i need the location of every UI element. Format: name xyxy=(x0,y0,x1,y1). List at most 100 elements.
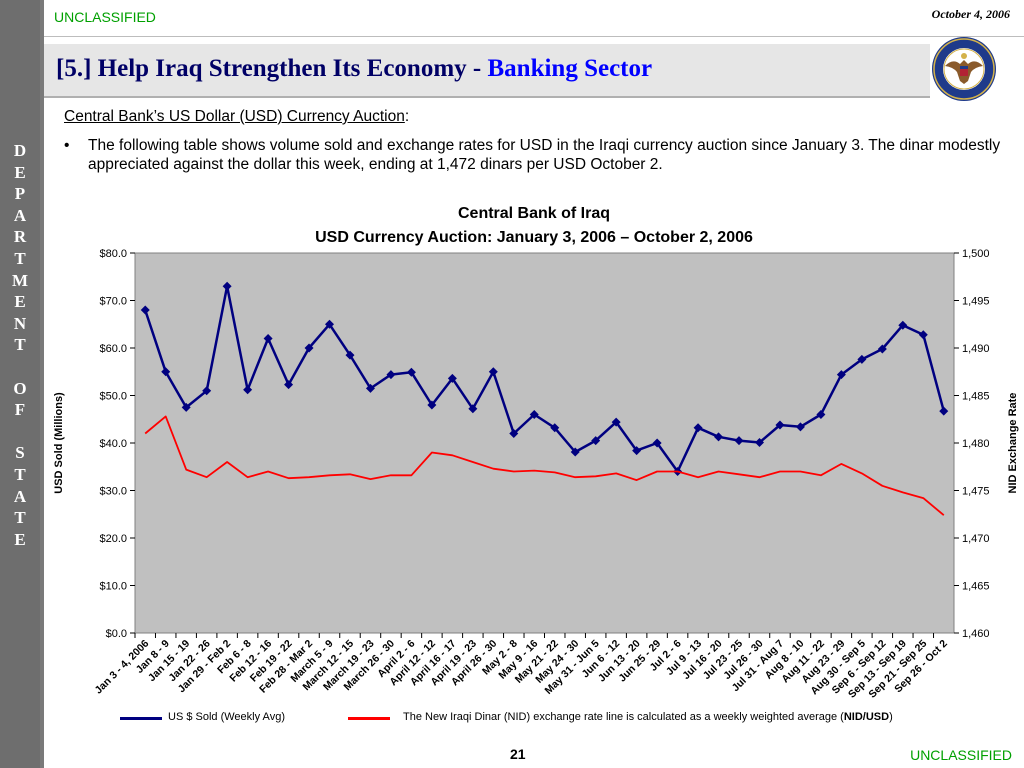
y-tick-label: $80.0 xyxy=(99,248,127,260)
usd-sold-point xyxy=(939,406,949,416)
usd-sold-point xyxy=(754,438,764,448)
usd-auction-line-chart: $0.0 $10.0 $20.0 $30.0 $40.0 $50.0 $60.0 $70.0 $… xyxy=(53,248,1019,701)
classification-top: UNCLASSIFIED xyxy=(54,9,156,25)
sidebar-letter: A xyxy=(13,205,27,225)
usd-sold-point xyxy=(836,370,846,380)
bullet-text: The following table shows volume sold an… xyxy=(88,137,1001,173)
usd-sold-point xyxy=(181,402,191,412)
sidebar-letter: T xyxy=(14,335,26,355)
legend-swatch-usd xyxy=(120,717,162,720)
sidebar-letter: S xyxy=(15,443,25,463)
usd-sold-point xyxy=(427,400,437,410)
y-tick-label: $40.0 xyxy=(99,438,127,450)
legend-label-usd: US $ Sold (Weekly Avg) xyxy=(168,711,285,723)
y2-axis-title: NID Exchange Rate xyxy=(1007,393,1019,494)
department-of-state-seal-icon xyxy=(932,37,996,101)
usd-sold-point xyxy=(365,383,375,393)
sidebar-letter: N xyxy=(13,313,27,333)
sidebar-letter: M xyxy=(11,270,29,290)
usd-sold-point xyxy=(714,432,724,442)
usd-sold-point xyxy=(304,343,314,353)
sidebar-letter: E xyxy=(14,529,26,549)
y2-tick-label: 1,485 xyxy=(962,391,990,403)
nid-exchange-rate-series-line xyxy=(144,415,945,516)
usd-sold-point xyxy=(652,438,662,448)
sidebar-letter xyxy=(0,356,40,378)
usd-sold-point xyxy=(775,420,785,430)
header-divider xyxy=(44,36,1024,37)
sidebar-letter: E xyxy=(14,162,26,182)
classification-bottom: UNCLASSIFIED xyxy=(910,747,1012,763)
chart-title: Central Bank of Iraq xyxy=(457,205,611,222)
legend-label-nid: The New Iraqi Dinar (NID) exchange rate … xyxy=(403,711,893,723)
header-date: October 4, 2006 xyxy=(931,7,1010,21)
y-tick-label: $30.0 xyxy=(99,486,127,498)
subhead-colon: : xyxy=(404,108,410,125)
usd-sold-point xyxy=(611,417,621,427)
y2-tick-label: 1,460 xyxy=(962,628,990,640)
slide-title-main: [5.] Help Iraq Strengthen Its Economy - xyxy=(56,55,488,82)
sidebar-letter: T xyxy=(14,248,26,268)
sidebar-letter: R xyxy=(13,227,27,247)
sidebar-letter: A xyxy=(13,486,27,506)
sidebar-letter: P xyxy=(14,184,26,204)
usd-sold-point xyxy=(877,344,887,354)
usd-sold-point xyxy=(857,354,867,364)
y-axis-title: USD Sold (Millions) xyxy=(53,392,65,494)
sidebar-letter xyxy=(0,421,40,443)
usd-sold-point xyxy=(386,370,396,380)
usd-sold-point xyxy=(161,367,171,377)
subhead-text: Central Bank’s US Dollar (USD) Currency … xyxy=(64,108,405,125)
chart-legend: US $ Sold (Weekly Avg) The New Iraqi Din… xyxy=(120,710,1020,726)
usd-sold-point xyxy=(325,319,335,329)
legend-nid-text: The New Iraqi Dinar (NID) exchange rate … xyxy=(403,711,844,723)
slide-title-accent: Banking Sector xyxy=(487,55,653,82)
sidebar-letter: O xyxy=(13,378,27,398)
usd-sold-point xyxy=(406,367,416,377)
y2-tick-label: 1,500 xyxy=(962,248,990,260)
y2-tick-label: 1,465 xyxy=(962,581,990,593)
sidebar-letter: T xyxy=(14,464,26,484)
sidebar-letter: E xyxy=(14,292,26,312)
bullet-paragraph: • The following table shows volume sold … xyxy=(64,137,1014,174)
usd-sold-point xyxy=(509,429,519,438)
usd-sold-point xyxy=(222,281,232,291)
y-tick-label: $10.0 xyxy=(99,581,127,593)
y-tick-label: $60.0 xyxy=(99,343,127,355)
usd-sold-point xyxy=(447,373,457,383)
usd-sold-point xyxy=(202,386,212,396)
bullet-mark: • xyxy=(64,137,70,154)
usd-sold-point xyxy=(550,423,560,433)
usd-sold-point xyxy=(345,350,355,360)
section-subhead: Central Bank’s US Dollar (USD) Currency … xyxy=(64,108,409,126)
usd-sold-point xyxy=(632,446,642,456)
legend-nid-bold: NID/USD xyxy=(843,711,890,723)
side-bar-panel xyxy=(0,0,40,768)
y2-tick-label: 1,475 xyxy=(962,486,990,498)
usd-sold-point xyxy=(795,422,805,432)
usd-sold-point xyxy=(734,436,744,446)
usd-sold-series-line xyxy=(144,285,946,473)
y-tick-label: $70.0 xyxy=(99,296,127,308)
plot-area xyxy=(134,252,955,634)
y2-tick-label: 1,470 xyxy=(962,533,990,545)
y2-tick-label: 1,480 xyxy=(962,438,990,450)
sidebar-letter: F xyxy=(14,400,26,420)
legend-swatch-nid xyxy=(348,717,390,720)
sidebar-letter: T xyxy=(14,508,26,528)
slide-title: [5.] Help Iraq Strengthen Its Economy - … xyxy=(56,55,652,83)
y-tick-label: $20.0 xyxy=(99,533,127,545)
usd-sold-point xyxy=(140,305,150,315)
usd-sold-point xyxy=(816,410,826,419)
sidebar-letter: D xyxy=(13,141,27,160)
usd-sold-point xyxy=(898,320,908,330)
y-tick-label: $50.0 xyxy=(99,391,127,403)
usd-sold-point xyxy=(529,410,539,419)
page-number: 21 xyxy=(510,746,526,762)
usd-sold-point xyxy=(570,447,580,457)
title-band xyxy=(44,44,930,98)
usd-sold-point xyxy=(263,334,273,343)
y2-tick-label: 1,490 xyxy=(962,343,990,355)
usd-sold-point xyxy=(918,330,928,340)
